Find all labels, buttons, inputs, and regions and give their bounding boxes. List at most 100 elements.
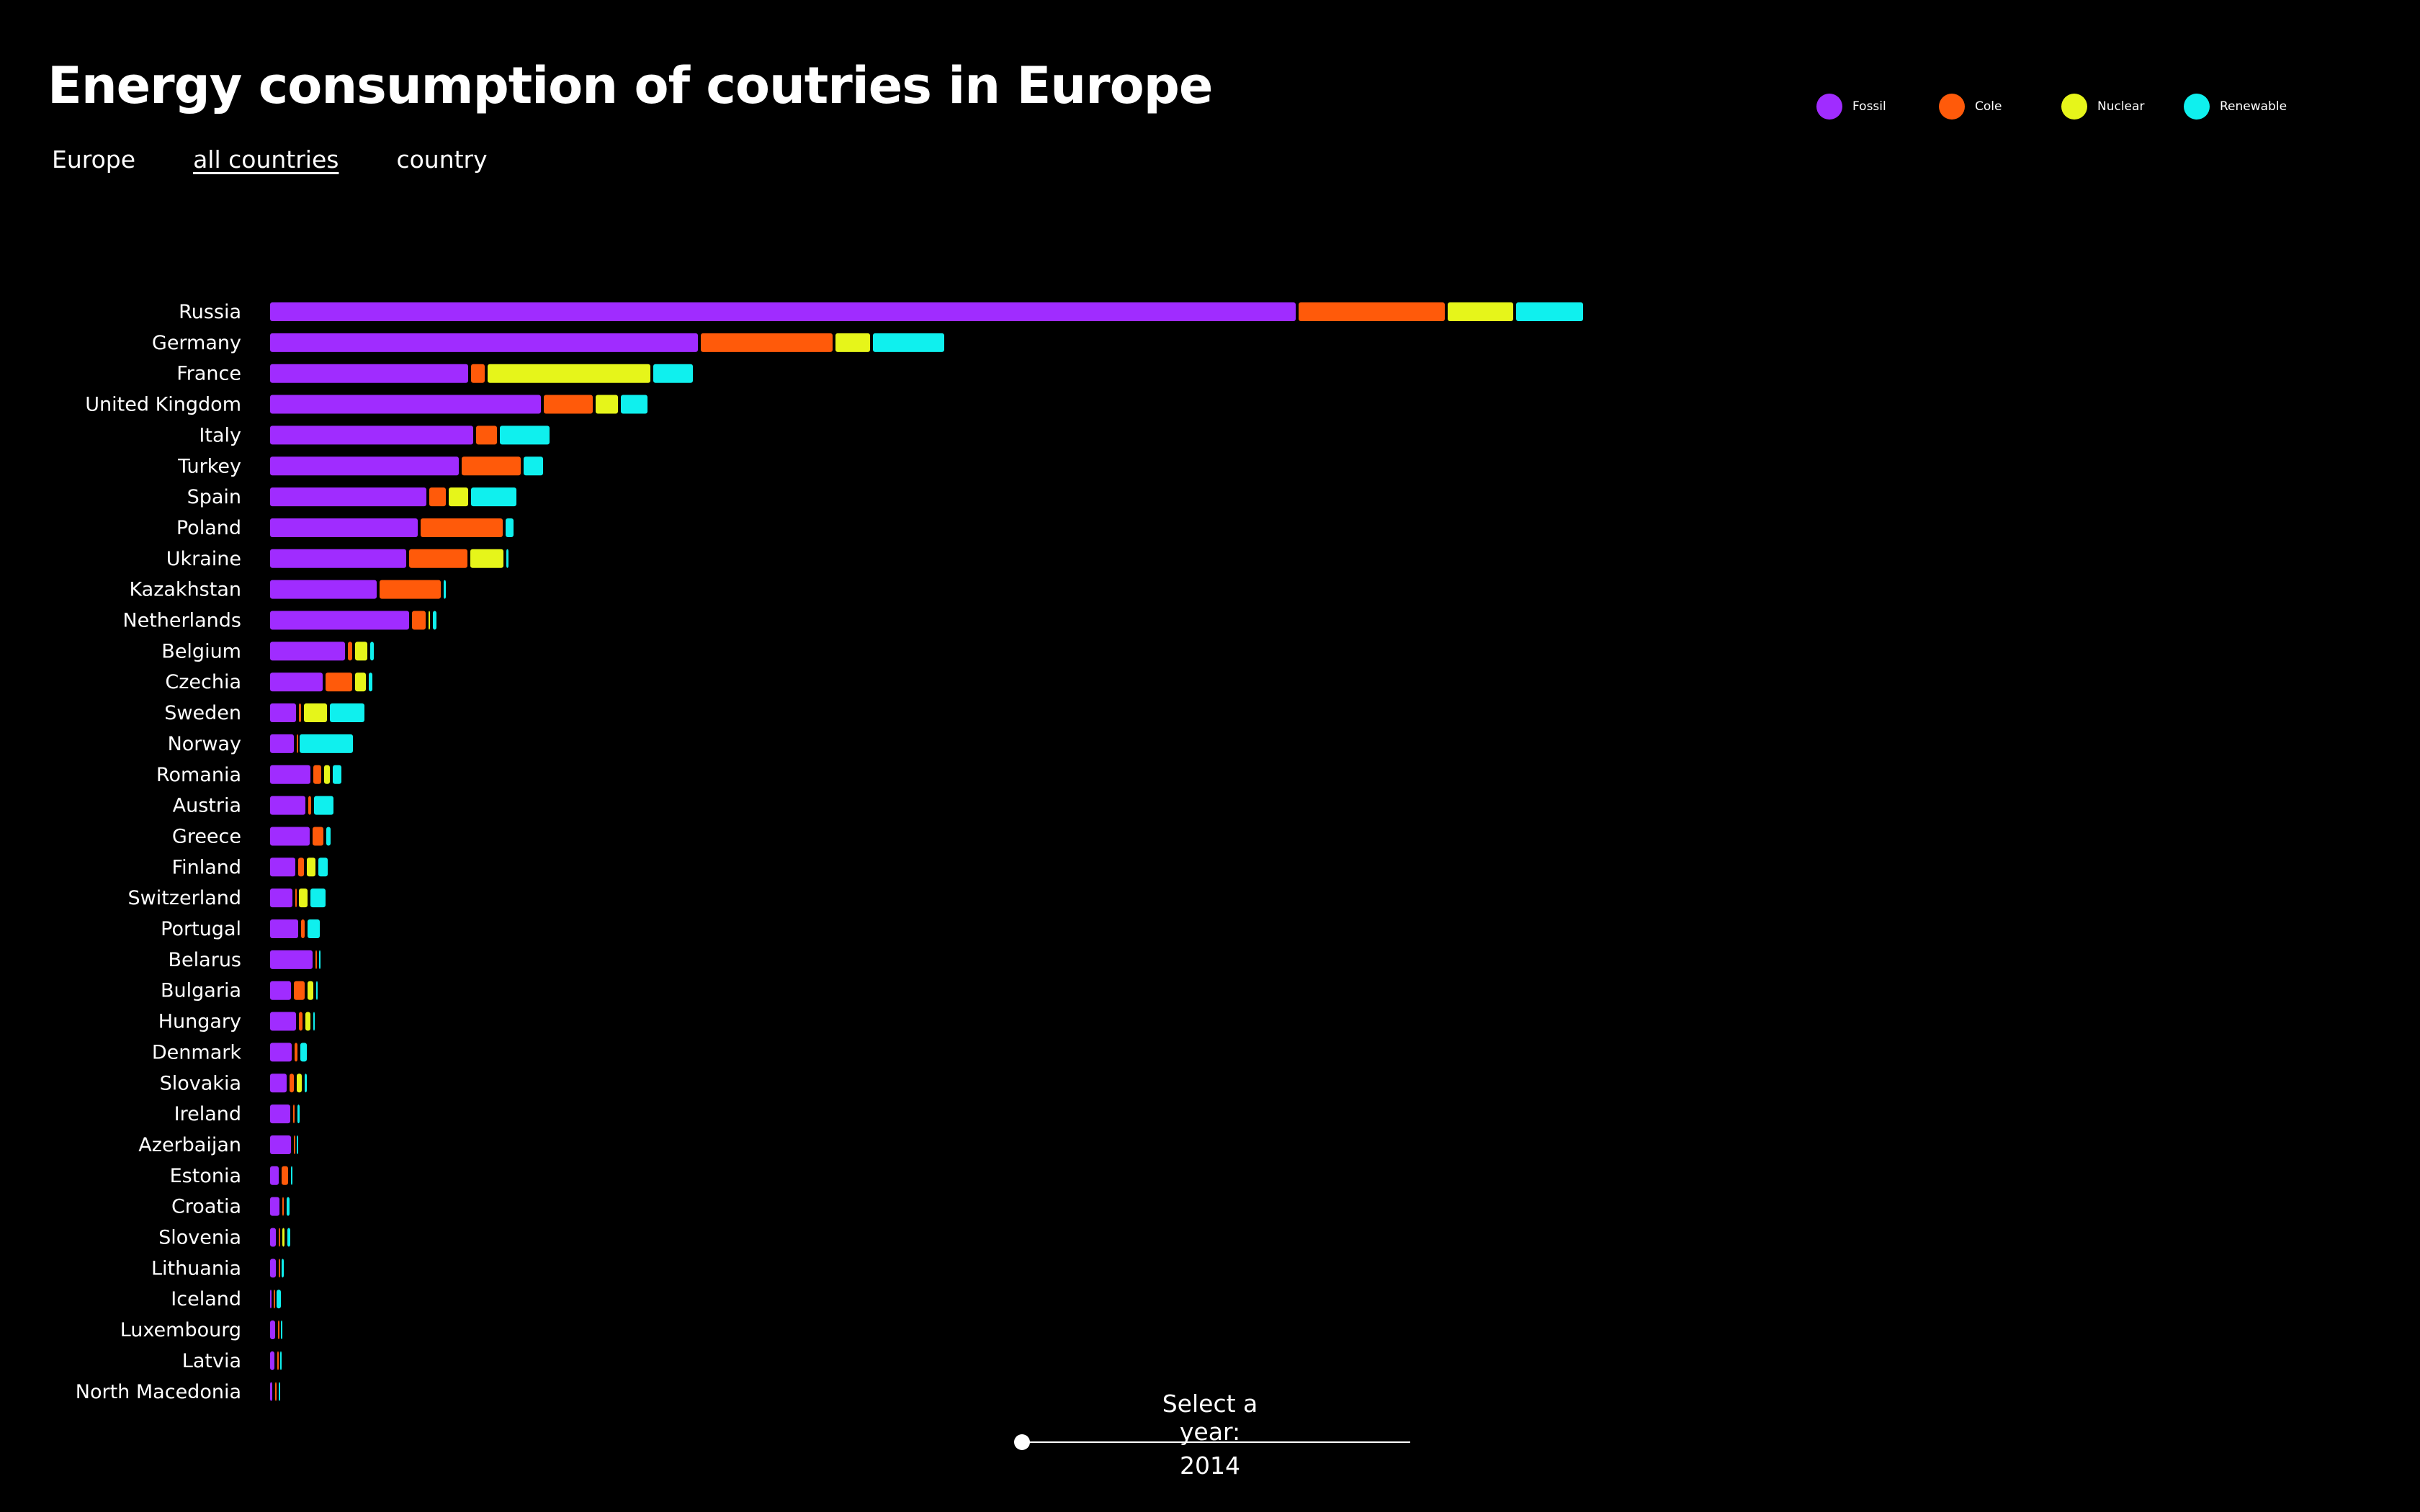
bar-segment-cole[interactable]: [348, 642, 352, 661]
bar-segment-renewable[interactable]: [506, 518, 514, 537]
bar-segment-cole[interactable]: [295, 1043, 297, 1062]
bar-segment-renewable[interactable]: [291, 1166, 292, 1185]
bar-segment-renewable[interactable]: [279, 1382, 280, 1401]
bar-segment-renewable[interactable]: [316, 981, 318, 1000]
bar-segment-fossil[interactable]: [270, 919, 298, 938]
bar-segment-fossil[interactable]: [270, 1259, 276, 1278]
bar-segment-renewable[interactable]: [653, 364, 693, 383]
bar-segment-nuclear[interactable]: [488, 364, 650, 383]
bar-segment-renewable[interactable]: [318, 858, 328, 877]
bar-segment-fossil[interactable]: [270, 1012, 296, 1031]
bar-segment-nuclear[interactable]: [596, 395, 618, 414]
tab-country[interactable]: country: [396, 145, 488, 174]
bar-segment-cole[interactable]: [301, 919, 305, 938]
year-slider-track[interactable]: [1021, 1441, 1410, 1443]
bar-segment-cole[interactable]: [298, 858, 304, 877]
bar-segment-fossil[interactable]: [270, 395, 541, 414]
bar-segment-nuclear[interactable]: [297, 1074, 302, 1093]
bar-segment-cole[interactable]: [282, 1166, 288, 1185]
bar-segment-cole[interactable]: [409, 549, 467, 568]
bar-segment-nuclear[interactable]: [449, 487, 468, 507]
bar-segment-renewable[interactable]: [300, 1043, 307, 1062]
bar-segment-fossil[interactable]: [270, 1135, 291, 1154]
bar-segment-fossil[interactable]: [270, 1290, 272, 1309]
bar-segment-renewable[interactable]: [1516, 302, 1583, 321]
bar-segment-fossil[interactable]: [270, 642, 345, 661]
bar-segment-fossil[interactable]: [270, 364, 468, 383]
bar-segment-cole[interactable]: [297, 734, 298, 753]
bar-segment-cole[interactable]: [279, 1228, 280, 1247]
bar-segment-fossil[interactable]: [270, 1228, 276, 1247]
bar-segment-fossil[interactable]: [270, 703, 296, 723]
bar-segment-cole[interactable]: [308, 796, 311, 815]
bar-segment-fossil[interactable]: [270, 981, 291, 1000]
bar-segment-renewable[interactable]: [287, 1197, 290, 1216]
bar-segment-renewable[interactable]: [282, 1259, 284, 1278]
bar-segment-cole[interactable]: [544, 395, 593, 414]
bar-segment-renewable[interactable]: [297, 1104, 300, 1124]
bar-segment-fossil[interactable]: [270, 858, 295, 877]
bar-segment-fossil[interactable]: [270, 796, 305, 815]
bar-segment-renewable[interactable]: [300, 734, 353, 753]
bar-segment-fossil[interactable]: [270, 518, 418, 537]
bar-segment-nuclear[interactable]: [304, 703, 327, 723]
bar-segment-fossil[interactable]: [270, 1104, 290, 1124]
bar-segment-renewable[interactable]: [313, 1012, 315, 1031]
bar-segment-fossil[interactable]: [270, 827, 310, 846]
bar-segment-nuclear[interactable]: [1448, 302, 1513, 321]
bar-segment-fossil[interactable]: [270, 487, 426, 507]
bar-segment-renewable[interactable]: [330, 703, 364, 723]
bar-segment-fossil[interactable]: [270, 950, 313, 969]
bar-segment-fossil[interactable]: [270, 1197, 279, 1216]
bar-segment-nuclear[interactable]: [355, 642, 367, 661]
bar-segment-renewable[interactable]: [506, 549, 508, 568]
bar-segment-fossil[interactable]: [270, 1320, 275, 1340]
tab-europe[interactable]: Europe: [52, 145, 136, 174]
bar-segment-renewable[interactable]: [287, 1228, 290, 1247]
bar-segment-cole[interactable]: [299, 1012, 302, 1031]
bar-segment-cole[interactable]: [278, 1320, 279, 1340]
bar-segment-fossil[interactable]: [270, 1043, 292, 1062]
bar-segment-fossil[interactable]: [270, 888, 292, 908]
bar-segment-fossil[interactable]: [270, 580, 377, 599]
bar-segment-renewable[interactable]: [524, 456, 543, 476]
bar-segment-fossil[interactable]: [270, 1074, 287, 1093]
bar-segment-cole[interactable]: [315, 950, 317, 969]
bar-segment-cole[interactable]: [294, 1135, 295, 1154]
bar-segment-cole[interactable]: [293, 1104, 295, 1124]
bar-segment-cole[interactable]: [429, 487, 446, 507]
bar-segment-cole[interactable]: [313, 765, 321, 784]
bar-segment-renewable[interactable]: [281, 1320, 282, 1340]
bar-segment-renewable[interactable]: [500, 426, 550, 445]
bar-segment-cole[interactable]: [274, 1290, 275, 1309]
bar-segment-fossil[interactable]: [270, 611, 409, 630]
bar-segment-fossil[interactable]: [270, 456, 459, 476]
bar-segment-renewable[interactable]: [277, 1290, 281, 1309]
bar-segment-nuclear[interactable]: [429, 611, 430, 630]
bar-segment-renewable[interactable]: [621, 395, 647, 414]
bar-segment-fossil[interactable]: [270, 672, 323, 692]
bar-segment-fossil[interactable]: [270, 1166, 279, 1185]
bar-segment-nuclear[interactable]: [308, 981, 313, 1000]
bar-segment-nuclear[interactable]: [324, 765, 330, 784]
bar-segment-cole[interactable]: [326, 672, 352, 692]
bar-segment-fossil[interactable]: [270, 1382, 272, 1401]
bar-segment-renewable[interactable]: [310, 888, 326, 908]
bar-segment-fossil[interactable]: [270, 549, 406, 568]
bar-segment-nuclear[interactable]: [835, 333, 870, 352]
bar-segment-fossil[interactable]: [270, 734, 294, 753]
bar-segment-renewable[interactable]: [444, 580, 446, 599]
bar-segment-fossil[interactable]: [270, 302, 1296, 321]
bar-segment-nuclear[interactable]: [355, 672, 366, 692]
bar-segment-cole[interactable]: [282, 1197, 284, 1216]
bar-segment-cole[interactable]: [1299, 302, 1445, 321]
bar-segment-cole[interactable]: [701, 333, 833, 352]
bar-segment-fossil[interactable]: [270, 765, 310, 784]
bar-segment-cole[interactable]: [279, 1259, 280, 1278]
bar-segment-renewable[interactable]: [370, 642, 374, 661]
bar-segment-renewable[interactable]: [297, 1135, 298, 1154]
bar-segment-cole[interactable]: [295, 888, 297, 908]
bar-segment-cole[interactable]: [277, 1351, 279, 1370]
bar-segment-renewable[interactable]: [873, 333, 944, 352]
bar-segment-renewable[interactable]: [326, 827, 331, 846]
